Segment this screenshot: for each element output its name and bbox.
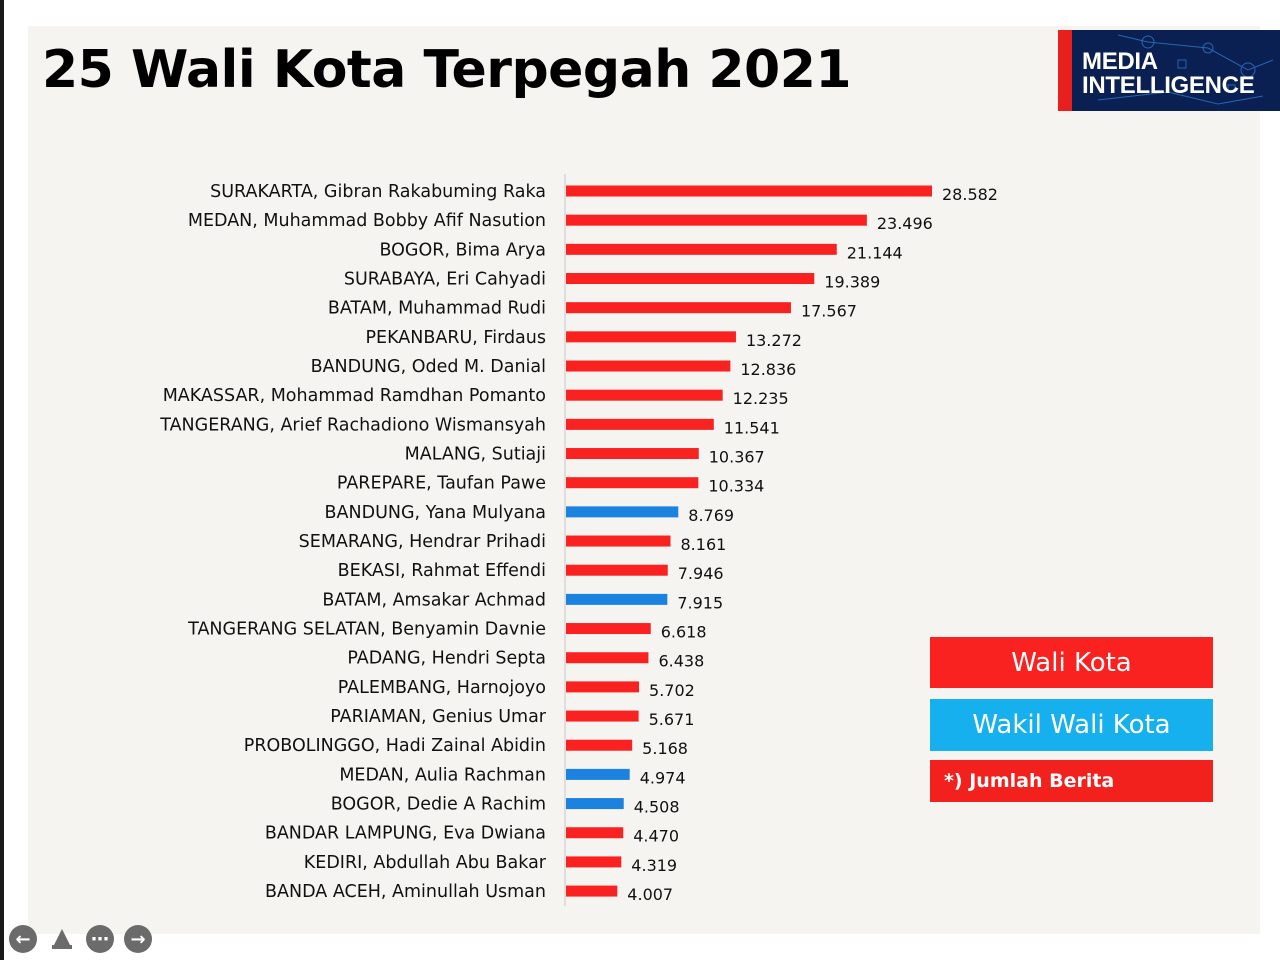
category-label-7: BANDUNG, Oded M. Danial	[311, 357, 546, 377]
value-label-7: 12.836	[740, 360, 796, 379]
category-label-11: PAREPARE, Taufan Pawe	[337, 474, 546, 494]
bar-8	[566, 389, 723, 401]
bar-12	[566, 506, 679, 518]
left-edge	[0, 0, 4, 960]
category-label-13: SEMARANG, Hendrar Prihadi	[299, 532, 546, 552]
bar-25	[566, 885, 618, 897]
category-label-20: PROBOLINGGO, Hadi Zainal Abidin	[244, 736, 546, 756]
category-label-5: BATAM, Muhammad Rudi	[328, 299, 546, 319]
category-label-18: PALEMBANG, Harnojoyo	[338, 678, 546, 698]
next-icon[interactable]: →	[124, 925, 152, 953]
legend-wakil-wali-kota: Wakil Wali Kota	[930, 699, 1213, 751]
prev-icon[interactable]: ←	[9, 925, 37, 953]
media-intelligence-logo: MEDIA INTELLIGENCE	[1058, 30, 1280, 111]
value-label-22: 4.508	[634, 798, 680, 817]
legend-note-jumlah-berita: *) Jumlah Berita	[930, 760, 1213, 802]
bar-21	[566, 768, 630, 780]
bar-18	[566, 681, 640, 693]
category-label-4: SURABAYA, Eri Cahyadi	[344, 270, 546, 290]
bar-4	[566, 273, 815, 285]
category-label-8: MAKASSAR, Mohammad Ramdhan Pomanto	[163, 386, 546, 406]
chart-title: 25 Wali Kota Terpegah 2021	[42, 40, 852, 100]
bar-9	[566, 418, 714, 430]
bar-2	[566, 214, 867, 226]
category-label-19: PARIAMAN, Genius Umar	[330, 707, 547, 727]
logo-text: MEDIA INTELLIGENCE	[1082, 48, 1255, 99]
value-label-12: 8.769	[688, 506, 734, 525]
logo-red-stripe	[1058, 30, 1072, 111]
value-label-19: 5.671	[649, 710, 695, 729]
bar-13	[566, 535, 671, 547]
value-label-16: 6.618	[661, 623, 707, 642]
bar-10	[566, 448, 699, 460]
value-label-9: 11.541	[724, 418, 780, 437]
value-label-11: 10.334	[708, 477, 764, 496]
category-label-3: BOGOR, Bima Arya	[379, 240, 546, 260]
value-label-25: 4.007	[627, 885, 673, 904]
logo-circuit-pattern	[1097, 34, 1274, 105]
category-label-16: TANGERANG SELATAN, Benyamin Davnie	[187, 620, 546, 640]
value-label-24: 4.319	[631, 856, 677, 875]
bar-11	[566, 477, 699, 489]
value-label-6: 13.272	[746, 331, 802, 350]
category-label-21: MEDAN, Aulia Rachman	[339, 765, 546, 785]
bar-14	[566, 564, 668, 576]
value-label-2: 23.496	[877, 214, 933, 233]
category-label-22: BOGOR, Dedie A Rachim	[331, 795, 546, 815]
bar-17	[566, 652, 649, 664]
bar-22	[566, 798, 624, 810]
category-label-14: BEKASI, Rahmat Effendi	[338, 561, 546, 581]
logo-line-1: MEDIA	[1082, 48, 1158, 75]
bar-6	[566, 331, 736, 343]
bar-20	[566, 739, 633, 751]
bar-16	[566, 623, 651, 635]
category-label-17: PADANG, Hendri Septa	[347, 649, 546, 669]
value-label-13: 8.161	[681, 535, 727, 554]
bar-7	[566, 360, 731, 372]
category-label-25: BANDA ACEH, Aminullah Usman	[265, 882, 546, 902]
category-label-9: TANGERANG, Arief Rachadiono Wismansyah	[159, 415, 546, 435]
value-label-17: 6.438	[658, 652, 704, 671]
value-label-20: 5.168	[642, 739, 688, 758]
category-label-15: BATAM, Amsakar Achmad	[322, 590, 546, 610]
value-label-8: 12.235	[733, 389, 789, 408]
bar-3	[566, 243, 837, 255]
value-label-1: 28.582	[942, 185, 998, 204]
value-label-3: 21.144	[847, 243, 903, 262]
category-label-12: BANDUNG, Yana Mulyana	[325, 503, 546, 523]
legend-wali-kota: Wali Kota	[930, 637, 1213, 688]
value-label-5: 17.567	[801, 302, 857, 321]
value-label-15: 7.915	[677, 593, 723, 612]
category-label-1: SURAKARTA, Gibran Rakabuming Raka	[210, 182, 546, 202]
value-label-14: 7.946	[678, 564, 724, 583]
value-label-10: 10.367	[709, 448, 765, 467]
category-label-23: BANDAR LAMPUNG, Eva Dwiana	[265, 824, 546, 844]
value-label-21: 4.974	[640, 768, 686, 787]
logo-line-2: INTELLIGENCE	[1082, 72, 1255, 99]
value-label-23: 4.470	[633, 827, 679, 846]
bar-1	[566, 185, 932, 197]
bar-15	[566, 593, 668, 605]
category-label-10: MALANG, Sutiaji	[405, 445, 546, 465]
bar-23	[566, 827, 624, 839]
category-label-24: KEDIRI, Abdullah Abu Bakar	[304, 853, 547, 873]
home-icon[interactable]	[48, 925, 76, 953]
value-label-18: 5.702	[649, 681, 695, 700]
category-label-2: MEDAN, Muhammad Bobby Afif Nasution	[188, 211, 546, 231]
bar-5	[566, 302, 791, 314]
bar-24	[566, 856, 622, 868]
more-icon[interactable]: ⋯	[86, 925, 114, 953]
value-label-4: 19.389	[824, 273, 880, 292]
bar-19	[566, 710, 639, 722]
category-label-6: PEKANBARU, Firdaus	[366, 328, 547, 348]
